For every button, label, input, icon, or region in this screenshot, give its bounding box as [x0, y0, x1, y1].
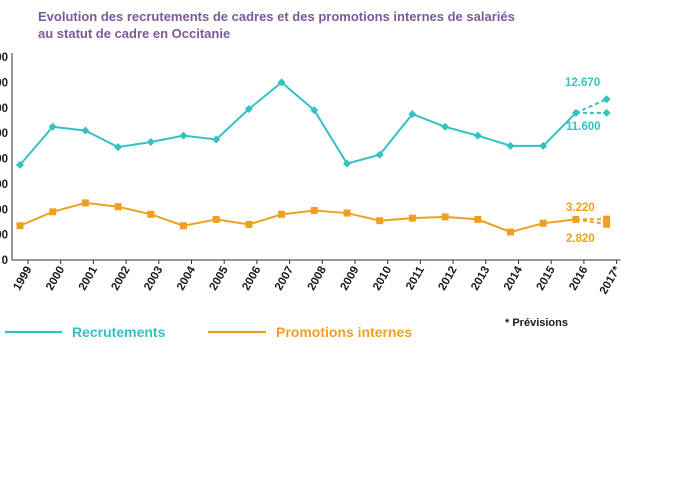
- x-tick-label: 2016: [567, 265, 590, 293]
- x-tick-label: 2002: [110, 265, 133, 293]
- x-tick-label: 2001: [77, 264, 100, 293]
- data-point-recrutements: [81, 126, 90, 135]
- forecast-layer: [575, 95, 611, 228]
- data-point-recrutements: [506, 141, 515, 150]
- data-point-promotions: [507, 228, 514, 236]
- annotation-recrutements-high: 12.670: [565, 77, 600, 89]
- series-layer: [16, 78, 580, 236]
- data-point-promotions: [147, 210, 155, 218]
- annotation-promotions-low: 2.820: [566, 233, 595, 245]
- x-tick-label: 2014: [502, 264, 525, 293]
- x-tick-label: 2015: [535, 264, 558, 293]
- x-tick-label: 2017*: [598, 264, 624, 296]
- annotation-promotions-high: 3.220: [566, 202, 595, 214]
- data-point-recrutements: [16, 160, 24, 169]
- data-point-recrutements: [179, 131, 188, 140]
- data-point-promotions: [16, 222, 24, 230]
- data-point-recrutements: [343, 159, 351, 168]
- x-tick-label: 2000: [44, 265, 67, 293]
- y-tick-label: 6.000: [0, 179, 8, 191]
- data-point-recrutements: [277, 78, 286, 87]
- data-point-promotions: [212, 215, 220, 223]
- data-point-promotions: [441, 213, 449, 221]
- x-tick-label: 2013: [469, 265, 492, 293]
- data-point-recrutements: [146, 138, 155, 147]
- data-point-promotions: [408, 214, 416, 222]
- data-point-recrutements: [114, 143, 123, 152]
- series-line-recrutements: [19, 81, 577, 166]
- x-tick-label: 2011: [404, 264, 427, 292]
- chart-title-line2: au statut de cadre en Occitanie: [38, 26, 230, 41]
- forecast-line-low-promotions: [575, 218, 607, 226]
- data-point-promotions: [343, 209, 351, 217]
- y-tick-label: 12.000: [0, 103, 8, 115]
- data-point-promotions: [245, 220, 253, 228]
- data-point-recrutements: [244, 105, 253, 114]
- legend-footnote: * Prévisions: [505, 317, 568, 329]
- data-point-recrutements: [212, 135, 221, 144]
- data-point-recrutements: [441, 122, 450, 131]
- x-tick-label: 2010: [371, 265, 394, 293]
- y-axis: 0 2.000 4.000 6.000 8.000 10.000 12.000 14.000 1…: [0, 52, 13, 267]
- legend-label-promotions: Promotions internes: [276, 324, 412, 340]
- x-tick-label: 1999: [11, 265, 34, 293]
- y-tick-label: 4.000: [0, 204, 8, 216]
- data-point-promotions: [114, 203, 122, 211]
- y-tick-label: 0: [2, 255, 8, 267]
- data-point-promotions: [278, 210, 286, 218]
- forecast-point-low-recrutements: [602, 108, 611, 117]
- data-point-recrutements: [473, 131, 482, 140]
- y-tick-label: 16.000: [0, 52, 8, 64]
- y-tick-label: 14.000: [0, 77, 8, 89]
- data-point-promotions: [474, 215, 482, 223]
- data-point-promotions: [539, 219, 547, 227]
- forecast-point-high-recrutements: [602, 95, 611, 104]
- forecast-point-high-promotions: [603, 215, 611, 223]
- chart-title-line1: Evolution des recrutements de cadres et …: [38, 9, 515, 24]
- legend-label-recrutements: Recrutements: [72, 324, 166, 340]
- y-tick-label: 8.000: [0, 154, 8, 166]
- data-point-recrutements: [375, 150, 384, 159]
- y-tick-label: 2.000: [0, 230, 8, 242]
- x-tick-label: 2005: [208, 264, 231, 293]
- series-line-promotions: [19, 201, 577, 234]
- legend: Recrutements Promotions internes * Prévi…: [5, 317, 568, 340]
- data-point-recrutements: [48, 122, 57, 131]
- y-tick-label: 10.000: [0, 128, 8, 140]
- x-tick-label: 2009: [338, 265, 361, 293]
- data-point-promotions: [376, 217, 384, 225]
- data-point-recrutements: [539, 141, 548, 150]
- data-point-promotions: [310, 207, 318, 215]
- annotation-recrutements-low: 11.600: [566, 121, 601, 133]
- data-point-promotions: [180, 222, 187, 230]
- data-point-recrutements: [408, 110, 417, 119]
- data-point-promotions: [81, 199, 89, 207]
- x-tick-label: 2004: [175, 264, 198, 293]
- x-tick-label: 2006: [240, 265, 263, 293]
- x-tick-label: 2003: [142, 265, 165, 293]
- x-axis: 1999 2000 2001 2002 2003 2004 2005 2006 2007 2008…: [11, 259, 624, 297]
- forecast-line-high-recrutements: [575, 98, 608, 114]
- data-point-promotions: [49, 208, 57, 216]
- forecast-point-low-promotions: [603, 220, 611, 228]
- x-tick-label: 2012: [437, 265, 460, 293]
- x-tick-label: 2008: [306, 264, 329, 293]
- data-point-recrutements: [310, 106, 319, 115]
- x-tick-label: 2007: [273, 265, 296, 293]
